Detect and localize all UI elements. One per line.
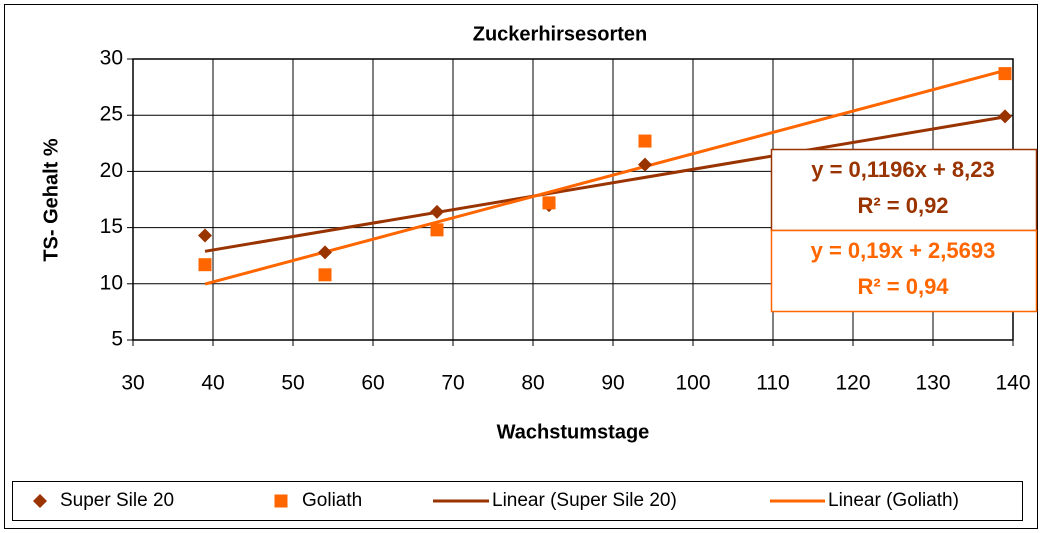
y-axis-label: TS- Gehalt % [40,138,62,262]
annotation-equation: y = 0,19x + 2,5693 [811,238,996,263]
point [542,196,556,210]
legend-label: Super Sile 20 [60,490,174,511]
trend-line [204,69,1006,286]
trend-line [204,115,1006,253]
point [198,258,212,272]
x-tick-label: 100 [675,372,710,395]
legend-label: Linear (Super Sile 20) [492,490,677,511]
y-tick-label: 25 [100,103,123,126]
y-tick-label: 15 [100,215,123,238]
point [998,67,1012,81]
x-tick-label: 70 [441,372,464,395]
point [998,109,1012,124]
y-tick-label: 20 [100,159,123,182]
x-tick-label: 130 [915,372,950,395]
annotation-box [770,148,1038,232]
x-tick-label: 60 [361,372,384,395]
annotation-r2: R² = 0,94 [857,274,949,299]
point [638,134,652,148]
x-tick-label: 80 [521,372,544,395]
point [638,157,652,172]
y-tick-label: 10 [100,271,123,294]
point [318,268,332,282]
point [198,228,212,243]
chart-title: Zuckerhirsesorten [473,23,648,45]
annotation-r2: R² = 0,92 [857,193,948,218]
point [430,204,444,219]
annotation-equation: y = 0,1196x + 8,23 [811,157,995,182]
legend-marker [33,494,47,508]
x-tick-label: 30 [121,372,144,395]
legend-marker [274,494,288,508]
legend-label: Linear (Goliath) [828,490,959,511]
legend-box [12,481,1023,521]
x-tick-label: 110 [756,372,789,395]
y-tick-label: 5 [111,328,123,351]
point [318,245,332,260]
annotation-box [770,229,1038,313]
x-tick-label: 50 [281,372,304,395]
legend-label: Goliath [302,490,362,511]
point [430,223,444,237]
x-axis-label: Wachstumstage [497,421,650,443]
x-tick-label: 40 [201,372,224,395]
x-tick-label: 140 [995,372,1030,395]
x-tick-label: 120 [835,372,870,395]
x-tick-label: 90 [601,372,624,395]
y-tick-label: 30 [100,47,123,70]
